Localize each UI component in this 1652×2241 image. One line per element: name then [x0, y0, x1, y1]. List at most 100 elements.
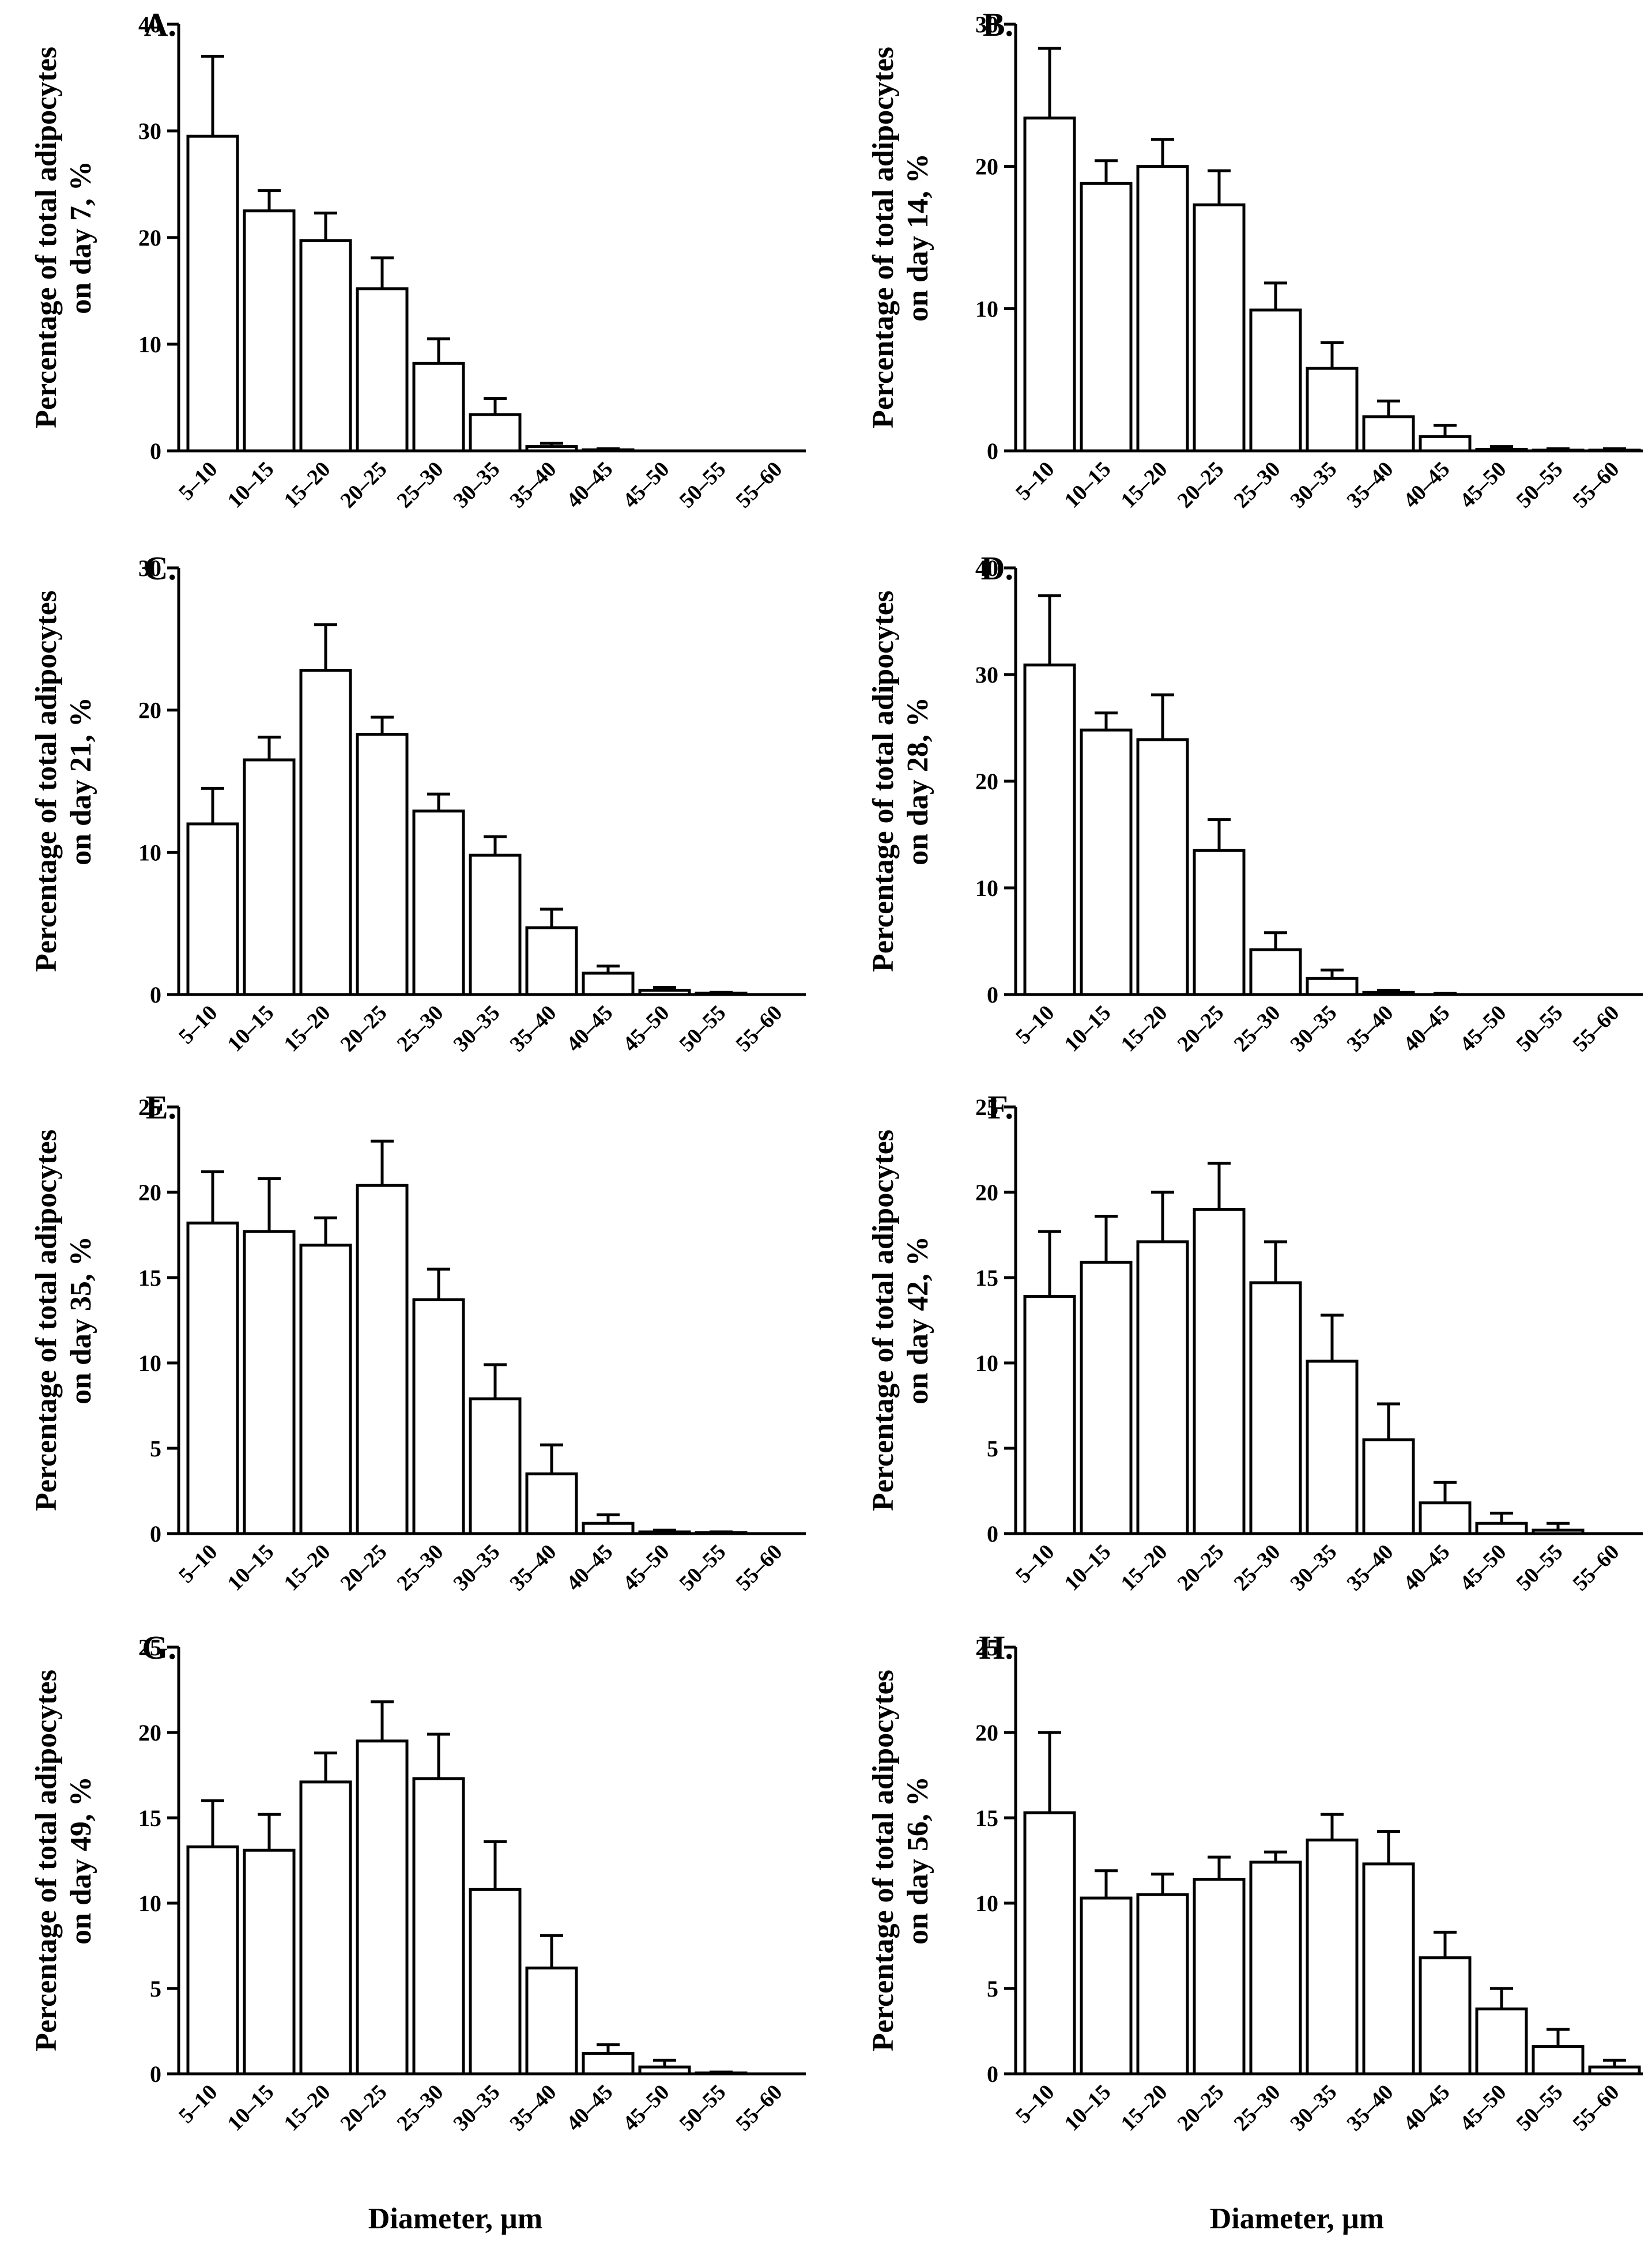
y-tick-label-h: 25 — [975, 1634, 998, 1660]
x-tick-label-c: 20–25 — [335, 1001, 391, 1057]
bar-c-5 — [412, 809, 465, 996]
bar-f-2 — [1080, 1260, 1133, 1535]
y-tick-label-b: 0 — [987, 438, 998, 464]
x-tick-label-h: 45–50 — [1455, 2080, 1511, 2136]
x-tick-label-d: 40–45 — [1398, 1001, 1454, 1057]
y-tick-label-f: 25 — [975, 1094, 998, 1120]
chart-panel-g: 0 5 10 15 20 25 5–10 10–15 15–20 20–25 25–30 30–35 3… — [30, 1629, 806, 2136]
x-tick-label-b: 30–35 — [1285, 457, 1341, 513]
x-tick-label-b: 50–55 — [1511, 457, 1567, 513]
x-tick-label-g: 10–15 — [222, 2080, 278, 2136]
panel-label-d: D. — [981, 549, 1013, 587]
y-axis-label-a: Percentage of total adipocyteson day 7, … — [30, 47, 97, 428]
x-tick-label-b: 35–40 — [1342, 457, 1398, 513]
x-tick-label-a: 50–55 — [674, 457, 730, 513]
bar-c-4 — [356, 733, 409, 996]
bar-e-9 — [638, 1530, 691, 1535]
x-tick-label-a: 25–30 — [392, 457, 448, 513]
x-tick-label-h: 40–45 — [1398, 2080, 1454, 2136]
x-tick-label-e: 20–25 — [335, 1540, 391, 1596]
x-tick-label-f: 25–30 — [1229, 1540, 1285, 1596]
bar-h-7 — [1362, 1862, 1415, 2076]
y-tick-label-e: 15 — [138, 1265, 161, 1291]
x-tick-label-a: 20–25 — [335, 457, 391, 513]
y-tick-label-e: 0 — [150, 1521, 161, 1547]
y-tick-label-d: 20 — [975, 769, 998, 794]
bar-e-3 — [299, 1244, 352, 1535]
bar-g-2 — [243, 1848, 296, 2076]
x-tick-label-g: 55–60 — [731, 2080, 787, 2136]
y-tick-label-f: 0 — [987, 1521, 998, 1547]
bar-c-9 — [638, 989, 691, 996]
bar-a-4 — [356, 287, 409, 453]
bar-h-4 — [1193, 1878, 1246, 2076]
x-tick-label-d: 35–40 — [1342, 1001, 1398, 1057]
y-tick-label-a: 10 — [138, 332, 161, 357]
x-tick-label-e: 15–20 — [279, 1540, 335, 1596]
x-tick-label-c: 15–20 — [279, 1001, 335, 1057]
bar-f-4 — [1193, 1208, 1246, 1535]
x-tick-label-f: 5–10 — [1011, 1540, 1059, 1588]
y-tick-label-g: 0 — [150, 2061, 161, 2087]
x-tick-label-g: 5–10 — [174, 2080, 222, 2128]
y-tick-label-a: 40 — [138, 12, 161, 37]
x-tick-label-a: 10–15 — [222, 457, 278, 513]
bar-b-1 — [1023, 116, 1076, 453]
x-tick-label-e: 45–50 — [618, 1540, 674, 1596]
bar-a-7 — [525, 445, 578, 453]
x-tick-label-b: 5–10 — [1011, 457, 1059, 505]
bar-f-9 — [1475, 1521, 1528, 1535]
x-tick-label-a: 45–50 — [618, 457, 674, 513]
bar-e-8 — [582, 1521, 635, 1535]
x-tick-label-f: 15–20 — [1116, 1540, 1172, 1596]
bar-e-1 — [186, 1221, 239, 1535]
panel-label-b: B. — [983, 6, 1013, 43]
bar-g-4 — [356, 1739, 409, 2076]
x-tick-label-e: 40–45 — [561, 1540, 617, 1596]
y-axis-label-f: Percentage of total adipocyteson day 42,… — [867, 1129, 934, 1511]
y-axis-label-c: Percentage of total adipocyteson day 21,… — [30, 590, 97, 972]
x-tick-label-g: 20–25 — [335, 2080, 391, 2136]
y-axis-label-g: Percentage of total adipocyteson day 49,… — [30, 1670, 97, 2051]
bar-c-8 — [582, 971, 635, 996]
bar-h-9 — [1475, 2008, 1528, 2076]
x-tick-label-a: 55–60 — [731, 457, 787, 513]
y-axis-label-e: Percentage of total adipocyteson day 35,… — [30, 1129, 97, 1511]
x-tick-label-a: 40–45 — [561, 457, 617, 513]
bar-c-3 — [299, 669, 352, 996]
bar-f-1 — [1023, 1295, 1076, 1535]
y-axis-label-b: Percentage of total adipocyteson day 14,… — [867, 47, 934, 428]
y-tick-label-g: 20 — [138, 1720, 161, 1746]
x-tick-label-c: 50–55 — [674, 1001, 730, 1057]
x-tick-label-c: 25–30 — [392, 1001, 448, 1057]
x-tick-label-e: 30–35 — [448, 1540, 504, 1596]
bar-a-5 — [412, 361, 465, 453]
chart-panel-e: 0 5 10 15 20 25 5–10 10–15 15–20 20–25 25–30 30–35 3… — [30, 1089, 806, 1596]
panel-label-h: H. — [979, 1629, 1013, 1666]
bar-h-3 — [1136, 1893, 1189, 2076]
x-tick-label-h: 35–40 — [1342, 2080, 1398, 2136]
x-tick-label-h: 50–55 — [1511, 2080, 1567, 2136]
x-tick-label-c: 30–35 — [448, 1001, 504, 1057]
y-tick-label-g: 10 — [138, 1890, 161, 1916]
x-tick-label-d: 30–35 — [1285, 1001, 1341, 1057]
panel-label-g: G. — [142, 1629, 176, 1666]
y-tick-label-e: 20 — [138, 1180, 161, 1206]
y-tick-label-e: 25 — [138, 1094, 161, 1120]
chart-panel-f: 0 5 10 15 20 25 5–10 10–15 15–20 20–25 25–30 30–35 3… — [867, 1089, 1643, 1596]
x-axis-label-right: Diameter, µm — [1210, 2202, 1384, 2235]
x-tick-label-g: 50–55 — [674, 2080, 730, 2136]
x-tick-label-c: 40–45 — [561, 1001, 617, 1057]
x-tick-label-f: 45–50 — [1455, 1540, 1511, 1596]
bar-b-7 — [1362, 415, 1415, 453]
bar-h-10 — [1532, 2045, 1585, 2076]
x-tick-label-g: 25–30 — [392, 2080, 448, 2136]
bar-a-3 — [299, 239, 352, 453]
bar-f-5 — [1249, 1281, 1302, 1535]
y-tick-label-e: 5 — [150, 1436, 161, 1462]
bar-h-2 — [1080, 1896, 1133, 2076]
bar-b-4 — [1193, 203, 1246, 453]
x-tick-label-h: 5–10 — [1011, 2080, 1059, 2128]
panel-label-f: F. — [987, 1089, 1013, 1126]
